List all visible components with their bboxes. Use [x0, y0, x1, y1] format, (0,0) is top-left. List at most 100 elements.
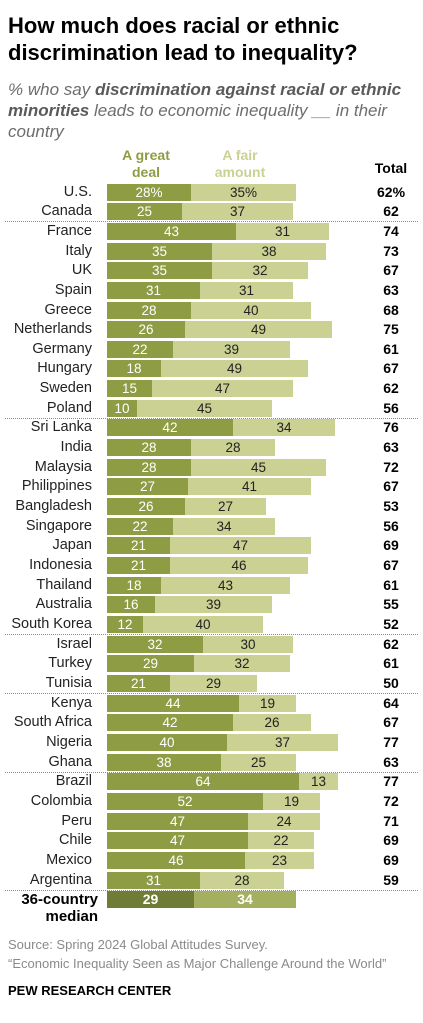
bar-segment-great-deal: 47: [107, 812, 248, 830]
bar-value-label: 47: [232, 538, 249, 554]
bar-value-label: 29: [142, 891, 159, 908]
total-value: 61: [366, 655, 416, 672]
total-number: 75: [383, 321, 399, 338]
total-value: 62%: [366, 184, 416, 201]
chart-row: India 28 28 63: [0, 439, 423, 457]
bar-value-label: 21: [130, 558, 147, 573]
total-number: 53: [383, 498, 399, 515]
bar-segment-fair-amount: 27: [185, 498, 266, 516]
total-value: 61: [366, 577, 416, 594]
country-label: Singapore: [25, 517, 92, 534]
bar-value-label: 35: [229, 184, 245, 200]
bar-segment-fair-amount: 43: [161, 576, 290, 594]
bar-segment-great-deal: 21: [107, 675, 170, 692]
total-number: 62: [383, 203, 399, 220]
country-label: Germany: [32, 340, 92, 357]
total-number: 76: [383, 419, 399, 436]
total-value: 61: [366, 341, 416, 358]
country-label: Sweden: [39, 380, 92, 397]
bar-value-label: 45: [250, 459, 267, 475]
bar-segment-great-deal: 15: [107, 380, 152, 398]
bar-value-label: 28: [225, 440, 241, 456]
bar-segment-great-deal: 27: [107, 478, 188, 496]
chart-row: Singapore 22 34 56: [0, 517, 423, 535]
bar-segment-fair-amount: 31: [236, 222, 329, 240]
country-label: Sri Lanka: [30, 419, 92, 436]
report-title: “Economic Inequality Seen as Major Chall…: [8, 956, 387, 971]
median-row: 36-country median 29 34: [0, 891, 423, 925]
total-number: 67: [383, 714, 399, 731]
country-label: India: [60, 439, 92, 456]
bar-value-label: 35: [151, 243, 168, 259]
country-label: Spain: [54, 281, 92, 298]
total-number: 55: [383, 596, 399, 613]
bar-value-label: 28: [135, 184, 151, 200]
country-label: Nigeria: [46, 734, 92, 750]
total-number: 72: [383, 458, 399, 475]
bar-value-label: 46: [231, 558, 247, 573]
chart-row: Colombia 52 19 72: [0, 793, 423, 810]
bar-segment-great-deal: 46: [107, 851, 245, 869]
total-number: 67: [383, 360, 399, 377]
legend-label-fair-amount: A fair amount: [214, 147, 266, 180]
bar-segment-great-deal: 47: [107, 832, 248, 850]
total-value: 62: [366, 380, 416, 397]
group-divider: [5, 889, 418, 891]
chart-row: Australia 16 39 55: [0, 596, 423, 614]
total-value: 69: [366, 537, 416, 554]
total-value: 72: [366, 459, 416, 476]
bar-value-label: 47: [214, 381, 231, 397]
total-number: 62: [376, 183, 393, 200]
bar-value-label: 38: [156, 754, 172, 770]
bar-segment-great-deal: 28%: [107, 183, 191, 201]
bar-value-label: 40: [195, 617, 211, 632]
total-value: 67: [366, 360, 416, 377]
bar-segment-great-deal: 29: [107, 655, 194, 673]
bar-value-label: 22: [273, 833, 289, 849]
bar-segment-fair-amount: 34: [173, 517, 275, 535]
total-column-header: Total: [374, 160, 408, 176]
total-number: 69: [383, 832, 399, 849]
bar-value-label: 44: [165, 695, 181, 711]
chart-row: Germany 22 39 61: [0, 340, 423, 358]
chart-subtitle: % who say discrimination against racial …: [8, 79, 418, 142]
bar-segment-fair-amount: 37: [227, 734, 338, 751]
total-value: 62: [366, 203, 416, 220]
country-label: Netherlands: [13, 321, 92, 338]
bar-segment-great-deal: 22: [107, 340, 173, 358]
total-value: 63: [366, 282, 416, 299]
bar-value-label: 34: [237, 891, 253, 908]
bar-segment-great-deal: 52: [107, 793, 263, 810]
country-label: Italy: [65, 242, 92, 259]
total-value: 67: [366, 478, 416, 495]
bar-value-label: 18: [126, 361, 142, 377]
chart-row: France 43 31 74: [0, 222, 423, 240]
chart-row: Ghana 38 25 63: [0, 753, 423, 771]
bar-value-label: 31: [145, 872, 162, 888]
bar-segment-fair-amount: 41: [188, 478, 311, 496]
bar-segment-fair-amount: 38: [212, 242, 326, 260]
bar-value-label: 29: [142, 656, 159, 672]
bar-value-label: 34: [216, 518, 232, 534]
total-value: 55: [366, 596, 416, 613]
bar-value-label: 28: [234, 872, 250, 888]
total-value: 50: [366, 675, 416, 692]
bar-segment-great-deal: 16: [107, 596, 155, 614]
group-divider: [5, 221, 418, 223]
total-value: 77: [366, 773, 416, 790]
bar-value-label: 24: [276, 813, 292, 829]
total-value: 52: [366, 616, 416, 633]
bar-segment-great-deal: 44: [107, 694, 239, 712]
total-number: 74: [383, 222, 399, 239]
chart-title: How much does racial or ethnic discrimin…: [8, 13, 358, 65]
bar-segment-fair-amount: 13: [299, 773, 338, 791]
total-value: 67: [366, 557, 416, 574]
bar-segment-great-deal: 25: [107, 203, 182, 221]
chart-row: Tunisia 21 29 50: [0, 675, 423, 692]
total-value: 53: [366, 498, 416, 515]
total-number: 56: [383, 399, 399, 416]
country-label: Japan: [52, 537, 92, 554]
bar-segment-fair-amount: 19: [263, 793, 320, 810]
country-label: Bangladesh: [15, 498, 92, 515]
bar-value-label: 28: [141, 459, 157, 475]
